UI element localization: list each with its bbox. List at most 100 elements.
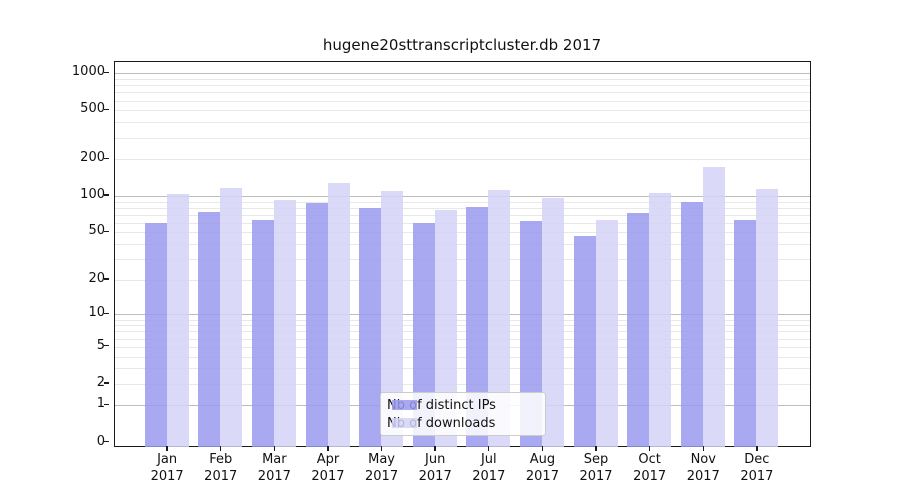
bar-downloads-jul bbox=[488, 190, 511, 448]
x-tick-mark bbox=[756, 446, 758, 451]
gridline-minor bbox=[114, 92, 810, 94]
gridline-minor bbox=[114, 207, 810, 209]
y-tick-label: 100 bbox=[80, 186, 105, 202]
bar-downloads-mar bbox=[273, 199, 296, 448]
gridline-major bbox=[114, 195, 810, 197]
y-tick-label: 500 bbox=[80, 101, 105, 117]
gridline-minor bbox=[114, 346, 810, 348]
y-tick-label: 50 bbox=[88, 223, 105, 239]
bar-distinct-ips-feb bbox=[198, 211, 221, 448]
y-tick-mark bbox=[103, 230, 109, 233]
x-tick-label: Feb 2017 bbox=[189, 452, 253, 485]
gridline-minor bbox=[114, 122, 810, 124]
x-tick-label-year: 2017 bbox=[633, 468, 667, 484]
bar-downloads-jun bbox=[434, 209, 457, 448]
gridline-minor bbox=[114, 331, 810, 333]
gridline-minor bbox=[114, 383, 810, 385]
gridline-minor bbox=[114, 79, 810, 81]
y-tick-label: 1000 bbox=[71, 64, 105, 80]
y-tick-mark bbox=[103, 194, 109, 196]
y-tick-mark bbox=[103, 278, 109, 280]
bar-downloads-jan bbox=[166, 194, 189, 448]
bar-distinct-ips-sep bbox=[573, 235, 596, 448]
x-tick-label: Oct 2017 bbox=[618, 452, 682, 485]
x-tick-label-year: 2017 bbox=[418, 468, 452, 484]
bar-distinct-ips-jan bbox=[144, 222, 167, 448]
bar-downloads-sep bbox=[595, 219, 618, 448]
y-tick-mark bbox=[103, 108, 109, 111]
y-tick-mark bbox=[103, 382, 109, 384]
gridline-minor bbox=[114, 356, 810, 358]
gridline-minor bbox=[114, 338, 810, 340]
bar-distinct-ips-apr bbox=[305, 202, 328, 448]
bar-downloads-may bbox=[381, 190, 404, 448]
gridline-major bbox=[114, 314, 810, 316]
x-tick-label-year: 2017 bbox=[579, 468, 613, 484]
gridline-minor bbox=[114, 244, 810, 246]
x-tick-mark bbox=[702, 446, 704, 451]
gridline-minor bbox=[114, 319, 810, 321]
y-tick-label: 0 bbox=[96, 433, 105, 449]
y-tick-label: 2 bbox=[96, 374, 105, 390]
y-tick-label: 200 bbox=[80, 150, 105, 166]
y-tick-label: 20 bbox=[88, 270, 105, 286]
x-tick-mark bbox=[434, 446, 436, 451]
y-tick-mark bbox=[103, 403, 109, 406]
x-tick-label: Mar 2017 bbox=[242, 452, 306, 485]
x-tick-label: Aug 2017 bbox=[510, 452, 574, 485]
x-tick-mark bbox=[488, 446, 490, 451]
bar-downloads-aug bbox=[542, 197, 565, 448]
bar-distinct-ips-dec bbox=[734, 219, 757, 448]
legend-swatch-distinct-ips bbox=[392, 400, 417, 410]
x-tick-label-year: 2017 bbox=[150, 468, 184, 484]
x-tick-label-year: 2017 bbox=[204, 468, 238, 484]
y-tick-mark bbox=[103, 157, 109, 159]
bar-distinct-ips-mar bbox=[251, 219, 274, 448]
bar-downloads-apr bbox=[327, 183, 350, 448]
legend-item: Nb of distinct IPs bbox=[387, 398, 539, 413]
y-tick-mark bbox=[103, 71, 109, 74]
x-tick-mark bbox=[327, 446, 329, 451]
x-tick-label: Jan 2017 bbox=[135, 452, 199, 485]
gridline-minor bbox=[114, 100, 810, 102]
x-tick-mark bbox=[541, 446, 544, 451]
y-tick-label: 10 bbox=[88, 305, 105, 321]
x-tick-mark bbox=[595, 446, 597, 451]
y-tick-label: 5 bbox=[96, 337, 105, 353]
x-tick-label: May 2017 bbox=[350, 452, 414, 485]
bar-downloads-feb bbox=[220, 188, 243, 448]
chart-title: hugene20sttranscriptcluster.db 2017 bbox=[322, 36, 602, 54]
gridline-minor bbox=[114, 368, 810, 370]
y-tick-label: 1 bbox=[96, 396, 105, 412]
gridline-minor bbox=[114, 159, 810, 161]
x-tick-mark bbox=[220, 446, 222, 451]
x-tick-mark bbox=[648, 446, 651, 451]
gridline-minor bbox=[114, 325, 810, 327]
y-tick-mark bbox=[103, 345, 109, 347]
legend: Nb of distinct IPs Nb of downloads bbox=[380, 392, 546, 436]
bar-downloads-nov bbox=[702, 166, 725, 448]
bar-downloads-dec bbox=[756, 189, 779, 448]
x-tick-label: Apr 2017 bbox=[296, 452, 360, 485]
x-tick-label-year: 2017 bbox=[257, 468, 291, 484]
bar-distinct-ips-oct bbox=[627, 213, 650, 448]
bar-distinct-ips-aug bbox=[520, 221, 543, 448]
x-tick-label: Jul 2017 bbox=[457, 452, 521, 485]
gridline-minor bbox=[114, 201, 810, 203]
x-tick-label-year: 2017 bbox=[686, 468, 720, 484]
y-tick-mark bbox=[103, 312, 109, 315]
gridline-minor bbox=[114, 85, 810, 87]
x-tick-label-year: 2017 bbox=[740, 468, 774, 484]
x-tick-label: Sep 2017 bbox=[564, 452, 628, 485]
x-tick-label: Jun 2017 bbox=[403, 452, 467, 485]
gridline-minor bbox=[114, 214, 810, 216]
bar-distinct-ips-jul bbox=[466, 207, 489, 448]
gridline-major bbox=[114, 73, 810, 75]
gridline-minor bbox=[114, 259, 810, 261]
x-tick-mark bbox=[273, 446, 276, 451]
x-tick-label: Dec 2017 bbox=[725, 452, 789, 485]
legend-swatch-downloads bbox=[392, 418, 417, 428]
x-tick-label: Nov 2017 bbox=[671, 452, 735, 485]
gridline-minor bbox=[114, 279, 810, 281]
